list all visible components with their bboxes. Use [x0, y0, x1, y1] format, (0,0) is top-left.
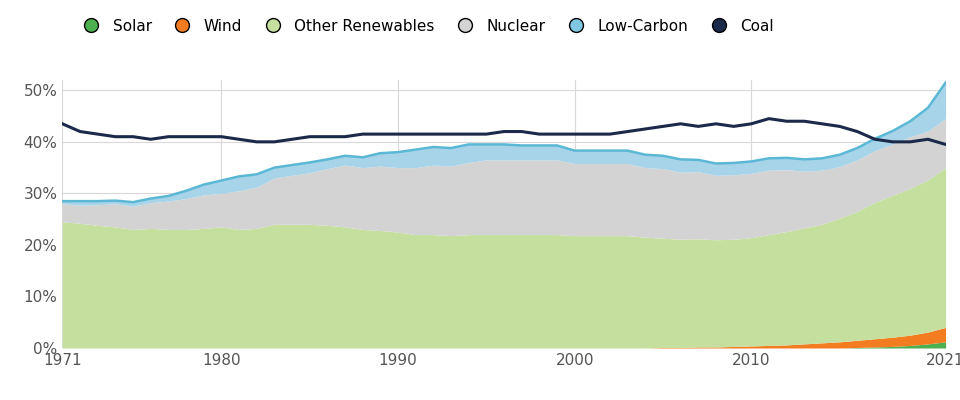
Legend: Solar, Wind, Other Renewables, Nuclear, Low-Carbon, Coal: Solar, Wind, Other Renewables, Nuclear, … [70, 12, 780, 40]
